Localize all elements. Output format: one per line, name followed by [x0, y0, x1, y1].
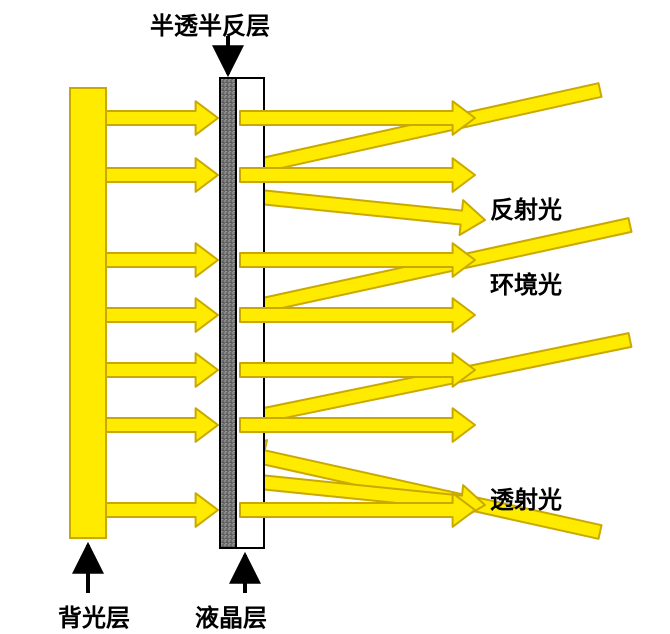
label-transflective: 半透半反层	[150, 6, 270, 41]
label-lcd: 液晶层	[195, 598, 267, 633]
label-transmitted: 透射光	[490, 480, 562, 515]
label-backlight: 背光层	[58, 598, 130, 633]
label-reflected: 反射光	[490, 190, 562, 225]
label-ambient: 环境光	[490, 265, 562, 300]
diagram-stage: 半透半反层 反射光 环境光 透射光 背光层 液晶层	[0, 0, 670, 634]
diagram-svg	[0, 0, 670, 634]
